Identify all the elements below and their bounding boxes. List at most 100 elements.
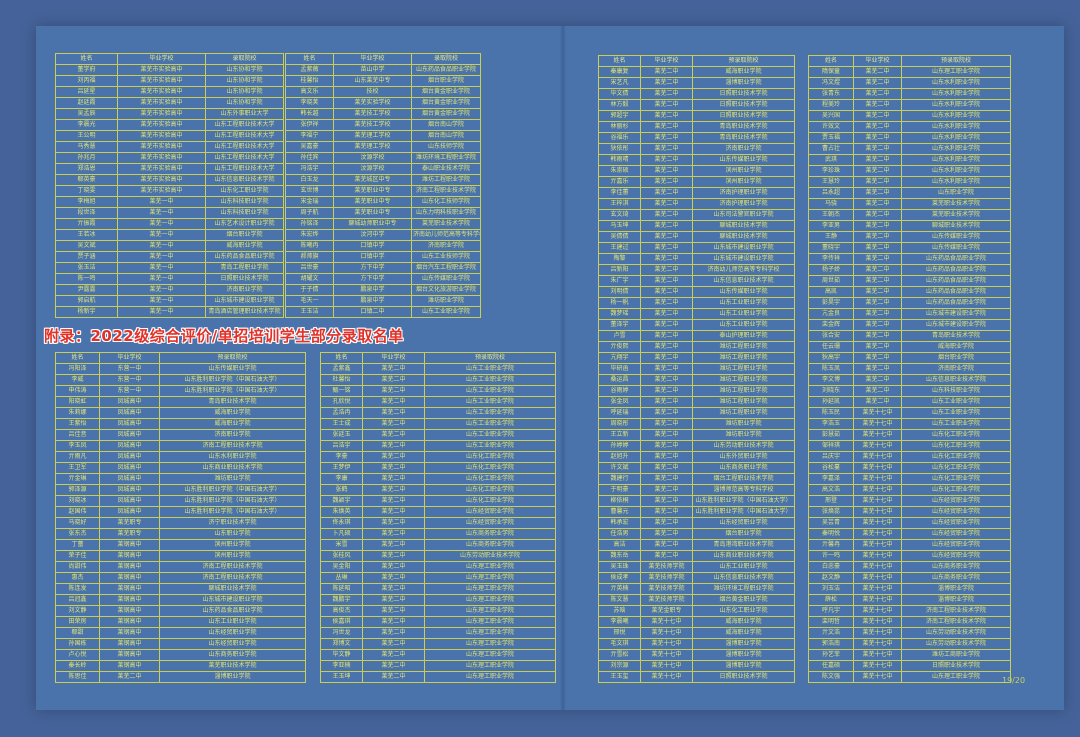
cell: 山东信息职业技术学院: [205, 174, 284, 186]
cell: 山东胜利职业学院（中国石油大学）: [159, 495, 306, 507]
table-row: 孙佳宾 汶源学校 潍坊环境工程职业学院: [285, 152, 481, 164]
cell: 潍坊工程职业学院: [692, 396, 795, 408]
cell: 莱钢高中: [99, 638, 160, 650]
cell: 山东经贸职业学院: [901, 506, 1011, 518]
table-row: 秦长岭 莱钢高中 莱芜职业技术学院: [55, 660, 306, 672]
cell: 吕新阳: [598, 264, 641, 276]
cell: 冯浩宇: [285, 163, 334, 175]
cell: 白忠豪: [808, 561, 854, 573]
table-row: 陈连发 莱钢高中 聊城职业技术学院: [55, 583, 306, 595]
cell: 莱芜二中: [640, 110, 693, 122]
header-row: 姓名 毕业学校 录取院校: [285, 53, 481, 65]
cell: 莱芜二中: [362, 638, 425, 650]
cell: 山东外贸职业学院: [692, 451, 795, 463]
table-row: 桑运昌 莱芜二中 潍坊工程职业学院: [598, 374, 795, 386]
cell: 聊城职业技术学院: [692, 220, 795, 232]
cell: 吕佳音: [55, 429, 100, 441]
cell: 山东水利职业学院: [901, 154, 1011, 166]
cell: 吕永超: [808, 187, 854, 199]
cell: 莱芜二中: [640, 473, 693, 485]
cell: 威海职业学院: [159, 418, 306, 430]
table-row: 陶黎 莱芜二中 山东城市建设职业学院: [598, 253, 795, 265]
cell: 青岛港湾职业技术学院: [692, 539, 795, 551]
column-header: 毕业学校: [640, 55, 693, 67]
cell: 莱芜二中: [853, 209, 902, 221]
cell: 宋艺凡: [598, 77, 641, 89]
table-row: 朱广宇 莱芜二中 山东信息职业技术学院: [598, 275, 795, 287]
cell: 莱芜二中: [362, 462, 425, 474]
table-row: 朱崇硕 莱芜二中 滨州职业学院: [598, 165, 795, 177]
cell: 莱芜市实验高中: [117, 185, 206, 197]
cell: 济南工程职业技术学院: [901, 616, 1011, 628]
cell: 莱芜二中: [853, 165, 902, 177]
table-row: 邹祥琪 莱芜十七中 山东化工职业学院: [808, 440, 1011, 452]
cell: 莱芜十七中: [853, 594, 902, 606]
table-row: 李亚男 莱芜二中 聊城职业技术学院: [808, 220, 1011, 232]
cell: 亓振霞: [55, 218, 118, 230]
column-header: 姓名: [285, 53, 334, 65]
cell: 鹏泉中学: [333, 295, 412, 307]
cell: 莱芜技师学院: [640, 594, 693, 606]
cell: 李梅旭: [55, 196, 118, 208]
cell: 济南工程职业技术学院: [159, 561, 306, 573]
cell: 任云珊: [808, 341, 854, 353]
table-row: 陈思佳 莱芜二中 淄博职业学院: [55, 671, 306, 683]
cell: 山东莱芜中专: [333, 75, 412, 87]
cell: 山东化工职业学院: [901, 473, 1011, 485]
cell: 莱芜十七中: [853, 473, 902, 485]
cell: 莱芜二中: [362, 627, 425, 639]
cell: 刘宗源: [598, 660, 641, 672]
cell: 莱芜二中: [640, 297, 693, 309]
cell: 亢金良: [808, 308, 854, 320]
table-row: 赵廷霞 莱芜市实验高中 山东协和学院: [55, 97, 284, 109]
cell: 莱芜二中: [640, 264, 693, 276]
cell: 潍坊工程职业学院: [411, 174, 481, 186]
table-row: 周晓彤 莱芜二中 潍坊职业学院: [598, 418, 795, 430]
table-row: 董晓宇 莱芜二中 山东传媒职业学院: [808, 242, 1011, 254]
cell: 莱芜二中: [853, 330, 902, 342]
cell: 莱芜职专: [99, 517, 160, 529]
cell: 莱芜十七中: [853, 429, 902, 441]
table-row: 任云珊 莱芜二中 威海职业学院: [808, 341, 1011, 353]
table-row: 邢悦 莱芜十七中 威海职业学院: [598, 627, 795, 639]
cell: 山东传媒职业学院: [901, 231, 1011, 243]
cell: 莱芜十七中: [853, 649, 902, 661]
cell: 莱芜技师学院: [640, 561, 693, 573]
header-row: 姓名 毕业学校 预录取院校: [808, 55, 1011, 67]
cell: 聊城职业技术学院: [159, 583, 306, 595]
cell: 莱芜二中: [640, 396, 693, 408]
cell: 山东理工职业学院: [424, 660, 556, 672]
cell: 王建过: [598, 242, 641, 254]
cell: 莱芜二中: [640, 330, 693, 342]
column-header: 姓名: [808, 55, 854, 67]
cell: 朱莉娜: [55, 407, 100, 419]
cell: 山东科技职业学院: [901, 385, 1011, 397]
table-row: 田荣房 莱钢高中 山东工业职业学院: [55, 616, 306, 628]
table-row: 秦明悦 莱芜十七中 山东经贸职业学院: [808, 528, 1011, 540]
cell: 莱芜二中: [640, 99, 693, 111]
column-header: 姓名: [598, 55, 641, 67]
cell: 莱芜二中: [640, 550, 693, 562]
table-row: 刘晓东 莱芜二中 山东科技职业学院: [808, 385, 1011, 397]
cell: 玄世博: [285, 185, 334, 197]
table-row: 刘宗源 莱芜十七中 淄博职业学院: [598, 660, 795, 672]
cell: 任嘉硕: [808, 660, 854, 672]
cell: 莱芜二中: [362, 429, 425, 441]
preadmission-table-bottom-right: 姓名 毕业学校 预录取院校 孟紫鑫 莱芜二中 山东工业职业学院 杜馨怡 莱芜二中 山东工业职业学…: [320, 352, 556, 683]
table-row: 亓俊熙 莱芜二中 潍坊工程职业学院: [598, 341, 795, 353]
cell: 莱芜二中: [362, 528, 425, 540]
cell: 山东协和学院: [205, 64, 284, 76]
table-row: 宋金瑞 莱芜职业中专 山东化工技师学院: [285, 196, 481, 208]
cell: 山东工业职业学院: [901, 418, 1011, 430]
table-row: 吕冠鑫 莱钢高中 山东城市建设职业学院: [55, 594, 306, 606]
cell: 贾玉福: [808, 132, 854, 144]
cell: 莱芜十七中: [853, 583, 902, 595]
table-row: 丁晓雯 莱芜市实验高中 山东化工职业学院: [55, 185, 284, 197]
cell: 申伟涛: [55, 385, 100, 397]
table-row: 侯成孝 莱芜技师学院 山东信息职业技术学院: [598, 572, 795, 584]
cell: 桑运昌: [598, 374, 641, 386]
cell: 山东城市建设职业学院: [692, 242, 795, 254]
cell: 青岛职业技术学院: [159, 396, 306, 408]
table-row: 呼凡宇 莱芜十七中 济南工程职业技术学院: [808, 605, 1011, 617]
cell: 狄依彤: [598, 143, 641, 155]
